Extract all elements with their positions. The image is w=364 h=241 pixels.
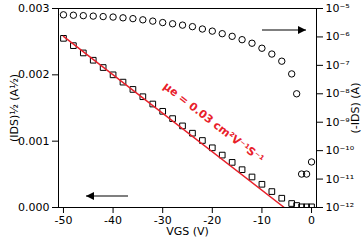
svg-text:10⁻¹²: 10⁻¹² [326, 201, 355, 214]
svg-text:0.000: 0.000 [18, 201, 50, 214]
svg-text:10⁻¹¹: 10⁻¹¹ [326, 173, 355, 186]
svg-text:-30: -30 [153, 214, 172, 228]
svg-text:(IDS)½ (A½): (IDS)½ (A½) [8, 74, 21, 142]
svg-text:-10: -10 [253, 214, 271, 227]
svg-text:10⁻⁶: 10⁻⁶ [326, 30, 351, 43]
svg-text:10⁻⁹: 10⁻⁹ [326, 116, 350, 129]
svg-text:10⁻⁷: 10⁻⁷ [326, 59, 350, 72]
svg-text:-20: -20 [203, 214, 222, 228]
svg-text:0.002: 0.002 [18, 68, 50, 81]
svg-text:VGS (V): VGS (V) [166, 225, 209, 238]
svg-text:10⁻⁵: 10⁻⁵ [326, 2, 350, 15]
svg-text:10⁻¹⁰: 10⁻¹⁰ [326, 144, 355, 157]
svg-text:-50: -50 [54, 214, 72, 227]
svg-text:0: 0 [308, 214, 315, 227]
svg-text:0.003: 0.003 [18, 2, 50, 15]
svg-text:10⁻⁸: 10⁻⁸ [326, 87, 351, 100]
svg-text:0.001: 0.001 [18, 135, 50, 148]
svg-text:-40: -40 [104, 214, 122, 227]
svg-text:(-IDS) (A): (-IDS) (A) [349, 83, 362, 134]
svg-text:μe = 0.03 cm²V⁻¹S⁻¹: μe = 0.03 cm²V⁻¹S⁻¹ [161, 80, 267, 166]
